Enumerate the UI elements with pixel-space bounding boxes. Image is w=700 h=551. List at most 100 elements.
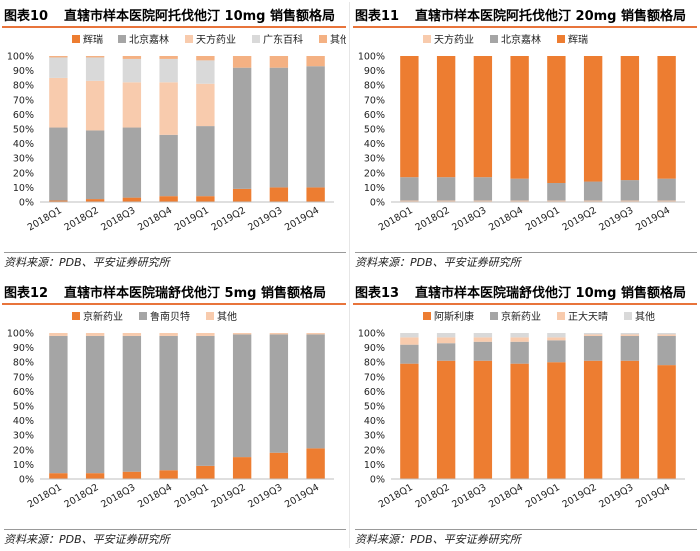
- panel-divider: [349, 2, 350, 548]
- x-tick-label: 2018Q4: [487, 482, 525, 510]
- bar-segment: [436, 337, 456, 344]
- bar-segment: [306, 334, 325, 449]
- figure-title: 直辖市样本医院瑞舒伐他汀 5mg 销售额格局: [64, 286, 326, 301]
- y-tick-label: 80%: [13, 81, 34, 92]
- y-tick-label: 40%: [13, 139, 34, 150]
- legend-swatch: [72, 35, 80, 43]
- source-note: 资料来源：PDB、平安证券研究所: [355, 252, 697, 273]
- bar-segment: [49, 473, 68, 479]
- bar-segment: [473, 337, 493, 342]
- bar-segment: [196, 60, 215, 84]
- x-tick-label: 2018Q2: [413, 205, 451, 233]
- x-tick-label: 2018Q3: [99, 482, 137, 510]
- legend-item: 广东百科: [252, 33, 303, 46]
- bar-segment: [196, 465, 215, 479]
- legend-swatch: [624, 312, 632, 320]
- source-note: 资料来源：PDB、平安证券研究所: [4, 252, 346, 273]
- legend-item: 天方药业: [423, 33, 474, 46]
- bar-segment: [400, 333, 419, 338]
- bar-segment: [159, 335, 178, 471]
- bar-segment: [269, 56, 289, 68]
- source-note: 资料来源：PDB、平安证券研究所: [4, 529, 346, 550]
- bar-segment: [269, 187, 289, 202]
- bar-segment: [547, 340, 566, 363]
- legend-label: 其他: [330, 33, 346, 46]
- bar-segment: [510, 337, 529, 342]
- bar-segment: [159, 82, 178, 135]
- y-tick-label: 90%: [13, 66, 34, 77]
- bar-segment: [547, 333, 566, 338]
- bar-segment: [85, 57, 105, 81]
- bar-segment: [473, 333, 493, 338]
- x-tick-label: 2019Q3: [597, 205, 635, 233]
- bar-segment: [510, 178, 529, 201]
- bar-segment: [657, 335, 676, 366]
- bar-segment: [232, 67, 252, 189]
- legend-label: 天方药业: [196, 33, 236, 46]
- bar-segment: [232, 188, 252, 202]
- bar-segment: [400, 177, 419, 201]
- y-tick-label: 100%: [7, 329, 34, 340]
- legend-swatch: [557, 312, 565, 320]
- bar-segment: [232, 333, 252, 335]
- legend-label: 北京嘉林: [129, 33, 169, 46]
- bar-segment: [583, 334, 603, 336]
- x-tick-label: 2019Q2: [209, 482, 247, 510]
- bar-segment: [400, 200, 419, 202]
- y-tick-label: 20%: [364, 168, 385, 179]
- y-tick-label: 50%: [364, 125, 385, 136]
- x-tick-label: 2019Q4: [634, 482, 672, 510]
- bar-segment: [122, 333, 142, 336]
- bar-segment: [510, 363, 529, 479]
- x-tick-label: 2019Q1: [524, 482, 562, 510]
- bar-segment: [657, 334, 676, 336]
- legend-swatch: [319, 35, 327, 43]
- stacked-bar-chart: 阿斯利康 京新药业 正大天晴 其他 0% 10% 20% 30% 40% 50% 60% 70% 80%…: [358, 310, 685, 510]
- y-tick-label: 60%: [13, 387, 34, 398]
- bar-segment: [159, 56, 178, 59]
- bar-segment: [85, 130, 105, 200]
- x-tick-label: 2018Q4: [136, 205, 174, 233]
- bar-segment: [122, 127, 142, 198]
- bar-segment: [473, 56, 493, 178]
- bar-segment: [583, 335, 603, 361]
- bar-segment: [436, 360, 456, 479]
- x-tick-label: 2019Q1: [173, 205, 211, 233]
- y-tick-label: 90%: [364, 66, 385, 77]
- x-tick-label: 2019Q3: [246, 205, 284, 233]
- bar-segment: [306, 333, 325, 335]
- x-tick-label: 2019Q1: [524, 205, 562, 233]
- bar-segment: [306, 66, 325, 188]
- bar-segment: [232, 56, 252, 68]
- legend-swatch: [423, 312, 431, 320]
- bar-segment: [159, 333, 178, 336]
- y-tick-label: 0%: [19, 475, 34, 486]
- legend-label: 广东百科: [263, 33, 303, 46]
- figure-title: 直辖市样本医院瑞舒伐他汀 10mg 销售额格局: [415, 286, 686, 301]
- figure-title: 直辖市样本医院阿托伐他汀 20mg 销售额格局: [415, 9, 686, 24]
- y-tick-label: 30%: [13, 154, 34, 165]
- source-note: 资料来源：PDB、平安证券研究所: [355, 529, 697, 550]
- legend-item: 北京嘉林: [490, 33, 541, 46]
- y-tick-label: 70%: [364, 372, 385, 383]
- legend-label: 阿斯利康: [434, 310, 474, 323]
- bar-segment: [49, 127, 68, 201]
- bar-segment: [122, 197, 142, 202]
- x-tick-label: 2018Q1: [377, 205, 415, 233]
- bar-segment: [269, 333, 289, 335]
- y-tick-label: 0%: [370, 198, 385, 209]
- legend-item: 天方药业: [185, 33, 236, 46]
- y-tick-label: 20%: [13, 168, 34, 179]
- bar-segment: [547, 362, 566, 479]
- legend-item: 京新药业: [72, 310, 123, 323]
- x-tick-label: 2018Q2: [62, 205, 100, 233]
- bar-segment: [510, 333, 529, 338]
- legend-item: 其他: [319, 33, 346, 46]
- x-tick-label: 2019Q2: [560, 205, 598, 233]
- x-tick-label: 2018Q4: [487, 205, 525, 233]
- legend-swatch: [118, 35, 126, 43]
- legend-item: 其他: [624, 310, 655, 323]
- legend-item: 鲁南贝特: [139, 310, 190, 323]
- figure-title-row: 图表11 直辖市样本医院阿托伐他汀 20mg 销售额格局: [353, 2, 697, 28]
- bar-segment: [620, 180, 640, 201]
